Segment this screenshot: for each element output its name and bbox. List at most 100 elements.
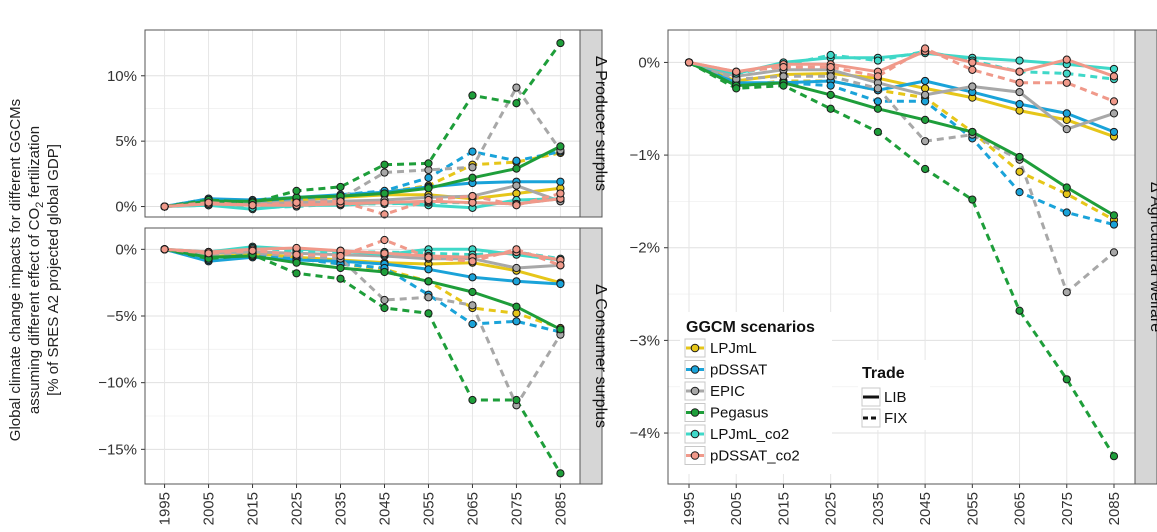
data-point-pegasus-fix: [873, 127, 882, 137]
data-point-pegasus-fix: [512, 99, 521, 108]
data-point-epic-lib: [512, 181, 521, 190]
data-point-pegasus-lib: [1062, 183, 1071, 192]
legend-item-lpjml: LPJmL: [684, 338, 757, 358]
data-point-pegasus-fix: [556, 38, 565, 48]
x-tick-label: 2045: [376, 492, 393, 525]
y-tick-label: −10%: [98, 375, 137, 392]
data-point-pdssat_co2-lib: [380, 249, 389, 258]
data-point-pegasus-fix: [1109, 452, 1119, 461]
data-point-pegasus-fix: [1062, 375, 1071, 384]
data-point-pdssat_co2-fix: [556, 261, 565, 270]
data-point-pdssat-fix: [1062, 208, 1071, 217]
data-point-pdssat_co2-lib: [1015, 67, 1024, 76]
y-tick-label: −4%: [630, 425, 660, 442]
data-point-pdssat_co2-fix: [732, 67, 741, 76]
x-tick-label: 2065: [1012, 492, 1029, 525]
data-point-lpjml_co2-fix: [826, 50, 835, 60]
data-point-lpjml_co2-lib: [1015, 56, 1024, 65]
data-point-epic-lib: [1109, 109, 1119, 118]
data-point-pegasus-lib: [336, 263, 345, 273]
data-point-pegasus-fix: [468, 91, 477, 100]
x-tick-label: 2015: [245, 492, 262, 525]
data-point-pdssat-fix: [1015, 188, 1024, 197]
data-point-lpjml_co2-fix: [873, 56, 882, 65]
data-point-pegasus-fix: [468, 395, 477, 405]
data-point-pdssat_co2-fix: [512, 245, 521, 254]
facet-label: Δ Consumer surplus: [592, 284, 609, 428]
data-point-pdssat-fix: [468, 147, 477, 156]
y-axis-label-line-1: Global climate change impacts for differ…: [7, 99, 24, 441]
data-point-epic-lib: [512, 263, 521, 273]
x-tick-label: 2075: [508, 492, 525, 525]
x-tick-label: 2085: [552, 492, 569, 525]
data-point-pdssat_co2-fix: [512, 201, 521, 210]
data-point-epic-lib: [968, 82, 977, 91]
data-point-epic-fix: [1109, 248, 1119, 257]
data-point-epic-fix: [512, 83, 521, 92]
data-point-epic-fix: [380, 295, 389, 305]
data-point-epic-fix: [380, 168, 389, 177]
x-tick-label: 2025: [289, 492, 306, 525]
data-point-pegasus-fix: [921, 164, 930, 174]
data-point-pdssat_co2-fix: [468, 257, 477, 266]
legend-key-point: [690, 429, 700, 439]
data-point-pdssat_co2-fix: [1062, 78, 1071, 87]
data-point-pegasus-lib: [873, 104, 882, 113]
data-point-pegasus-fix: [512, 395, 521, 405]
legend-item-epic: EPIC: [684, 381, 745, 401]
data-point-pdssat_co2-fix: [204, 198, 213, 207]
data-point-epic-lib: [921, 90, 930, 99]
series-line-pegasus-lib: [164, 247, 562, 331]
facet-strip: [1134, 29, 1157, 485]
y-axis-label-line-2: assuming different effect of CO2 fertili…: [26, 126, 46, 414]
data-point-epic-lib: [1015, 87, 1024, 97]
data-point-epic-fix: [1062, 288, 1071, 297]
x-tick-label: 2005: [728, 492, 745, 525]
plot-background: [145, 30, 580, 217]
series-line-pdssat-fix: [164, 247, 561, 334]
series-line-pdssat_co2-fix: [688, 47, 1115, 103]
facet-label: Δ Producer surplus: [592, 56, 609, 191]
data-point-epic-fix: [468, 301, 477, 310]
trade-legend-label: FIX: [884, 410, 907, 427]
data-point-pegasus-lib: [424, 184, 433, 193]
y-tick-label: −2%: [630, 240, 660, 257]
legend-key-point: [690, 343, 700, 353]
data-point-pdssat_co2-fix: [424, 195, 433, 205]
legend-item-label: pDSSAT_co2: [710, 448, 800, 465]
legend-item-pegasus: Pegasus: [684, 403, 768, 422]
data-point-pegasus-fix: [336, 274, 345, 283]
trade-legend-title: Trade: [862, 365, 905, 382]
legend-key-point: [690, 365, 700, 374]
data-point-pdssat-lib: [921, 76, 930, 86]
x-tick-label: 2035: [870, 492, 887, 525]
data-point-pdssat-fix: [873, 97, 882, 106]
series-line-pegasus-fix: [164, 42, 562, 208]
data-point-pdssat_co2-fix: [248, 201, 257, 210]
data-point-pdssat_co2-fix: [292, 250, 301, 259]
data-point-pdssat_co2-fix: [380, 235, 389, 245]
data-point-pegasus-lib: [968, 127, 977, 137]
chart-panels: 0% 5% 10% Δ Producer surplus 0% −5% −10% −15% 19…: [98, 29, 1157, 525]
x-tick-label: 2005: [201, 492, 218, 525]
data-point-pegasus-lib: [556, 325, 565, 334]
facet-strip: [579, 29, 603, 218]
data-point-pdssat-fix: [826, 81, 835, 90]
data-point-pegasus-fix: [336, 182, 345, 192]
x-tick-label: 2055: [964, 492, 981, 525]
data-point-pegasus-lib: [921, 115, 930, 124]
legend-item-pdssat_co2: pDSSAT_co2: [684, 446, 800, 465]
legend: GGCM scenarios LPJmL pDSSAT EPIC Pegasus LPJm…: [680, 312, 930, 474]
data-point-pdssat-lib: [1015, 100, 1024, 109]
trade-legend-item-lib: LIB: [861, 387, 907, 407]
data-point-pdssat_co2-fix: [968, 65, 977, 74]
y-tick-label: 10%: [107, 68, 137, 85]
data-point-pdssat_co2-lib: [1062, 55, 1071, 64]
data-point-lpjml-fix: [1015, 167, 1024, 176]
data-point-pdssat_co2-fix: [873, 72, 882, 81]
data-point-epic-fix: [826, 72, 835, 81]
series-line-pdssat-lib: [164, 247, 561, 286]
series-line-pdssat_co2-fix: [164, 238, 561, 267]
data-point-pdssat_co2-fix: [336, 251, 345, 261]
data-point-epic-lib: [1062, 125, 1071, 134]
